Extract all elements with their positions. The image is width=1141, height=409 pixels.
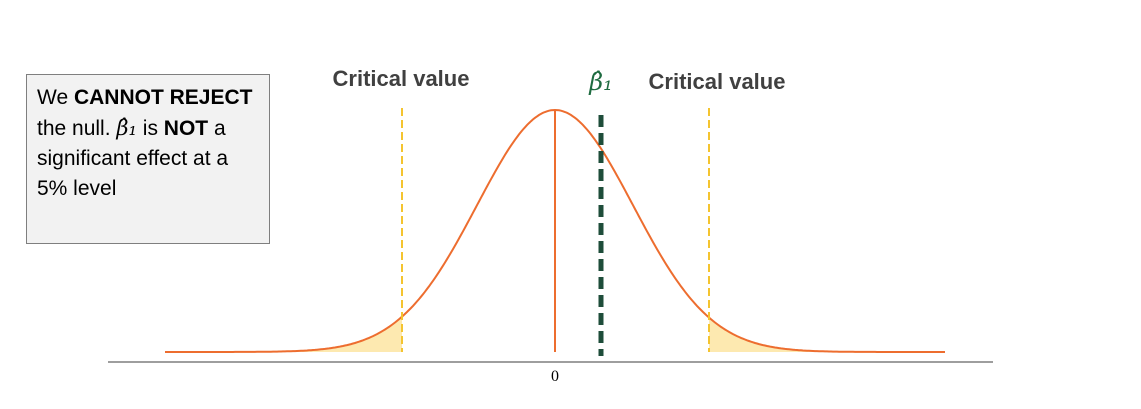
text: is	[136, 117, 164, 140]
text: the null.	[37, 117, 117, 140]
tail-right	[709, 317, 945, 352]
beta-label: β̂₁	[588, 68, 613, 96]
critical-label-left: Critical value	[333, 66, 470, 91]
emphasis: NOT	[163, 117, 209, 140]
critical-label-right: Critical value	[649, 69, 786, 94]
tail-left	[165, 316, 402, 352]
emphasis: CANNOT REJECT	[73, 86, 253, 109]
conclusion-box: We CANNOT REJECT the null. β̂₁ is NOT a …	[26, 74, 270, 244]
text: a significant effect at a 5% level	[37, 117, 229, 200]
zero-label: 0	[551, 368, 559, 385]
text: We	[37, 86, 74, 109]
beta-symbol: β̂₁	[116, 116, 137, 140]
